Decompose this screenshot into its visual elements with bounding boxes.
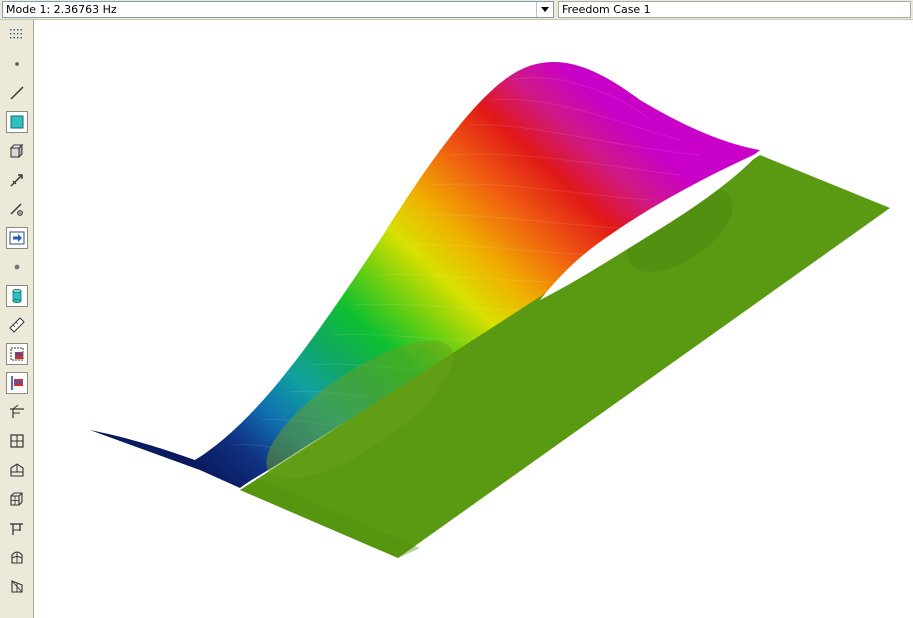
deformed-plate-render (90, 61, 890, 558)
freedom-case-field[interactable]: Freedom Case 1 (558, 1, 911, 18)
pipe-icon[interactable] (6, 198, 28, 220)
top-bar: Mode 1: 2.36763 Hz Freedom Case 1 (0, 0, 913, 20)
cube-mesh-icon[interactable] (6, 488, 28, 510)
point-icon[interactable] (6, 256, 28, 278)
cylinder-icon[interactable] (6, 285, 28, 307)
cut-icon[interactable] (6, 575, 28, 597)
shell-icon[interactable] (6, 546, 28, 568)
arrow-tool-icon[interactable] (6, 227, 28, 249)
mesh-grid-icon[interactable] (6, 430, 28, 452)
grid-dots-icon[interactable] (6, 24, 28, 46)
plate-icon[interactable] (6, 111, 28, 133)
freedom-case-label: Freedom Case 1 (562, 3, 651, 16)
mode-select-value: Mode 1: 2.36763 Hz (6, 3, 117, 16)
beam-icon[interactable] (6, 82, 28, 104)
extrude-icon[interactable] (6, 459, 28, 481)
chevron-down-icon[interactable] (536, 2, 553, 17)
mesh-beam-icon[interactable] (6, 401, 28, 423)
select-region-icon[interactable] (6, 343, 28, 365)
node-icon[interactable] (6, 53, 28, 75)
brick-icon[interactable] (6, 140, 28, 162)
mode-select[interactable]: Mode 1: 2.36763 Hz (2, 1, 554, 18)
flag-icon[interactable] (6, 372, 28, 394)
model-viewport[interactable] (35, 20, 913, 618)
left-toolbar (0, 20, 34, 618)
link-icon[interactable] (6, 169, 28, 191)
ruler-icon[interactable] (6, 314, 28, 336)
frame-icon[interactable] (6, 517, 28, 539)
